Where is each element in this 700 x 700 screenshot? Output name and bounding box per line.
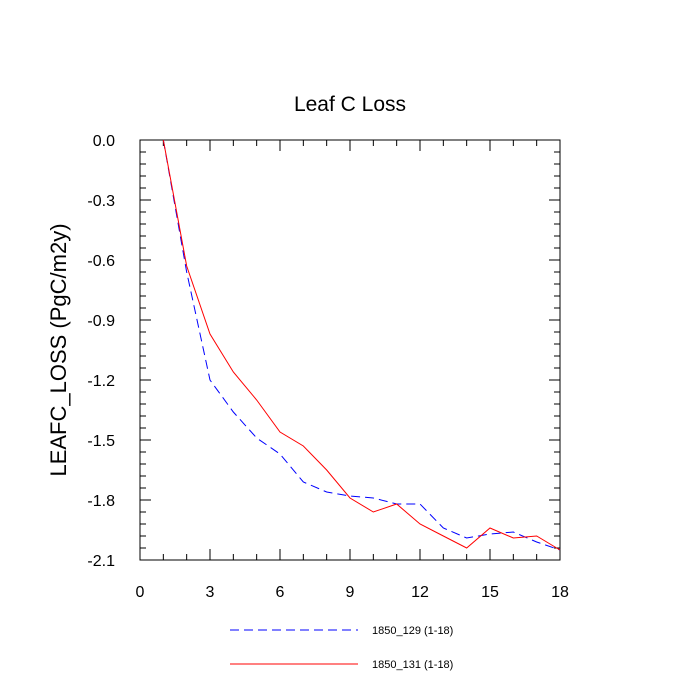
y-tick-label: -1.5 <box>87 433 115 450</box>
tick-group: 0 3 6 9 12 15 18 0.0 -0.3 -0.6 -0.9 -1.2 -1.5 -1.8 -2.… <box>87 133 569 601</box>
x-tick-label: 18 <box>551 584 569 601</box>
plot-frame <box>139 139 561 561</box>
legend: 1850_129 (1-18) 1850_131 (1-18) <box>230 625 453 671</box>
y-tick-label: -1.2 <box>87 373 115 390</box>
series-group <box>162 139 561 551</box>
x-tick-label: 15 <box>481 584 499 601</box>
x-tick-label: 6 <box>276 584 285 601</box>
y-tick-label: -0.3 <box>87 193 115 210</box>
y-tick-label: -0.9 <box>87 313 115 330</box>
y-axis-label: LEAFC_LOSS (PgC/m2y) <box>46 223 71 476</box>
series-line-1850-129 <box>162 139 561 551</box>
y-tick-label: -0.6 <box>87 253 115 270</box>
x-tick-label: 9 <box>346 584 355 601</box>
y-tick-label: -1.8 <box>87 493 115 510</box>
x-tick-label: 12 <box>411 584 429 601</box>
x-tick-label: 0 <box>136 584 145 601</box>
y-tick-label: 0.0 <box>93 133 115 150</box>
legend-label-1850-129: 1850_129 (1-18) <box>372 625 453 637</box>
x-tick-label: 3 <box>206 584 215 601</box>
chart-title: Leaf C Loss <box>294 93 406 116</box>
y-tick-label: -2.1 <box>87 553 115 570</box>
legend-label-1850-131: 1850_131 (1-18) <box>372 659 453 671</box>
series-line-1850-131 <box>162 139 561 551</box>
